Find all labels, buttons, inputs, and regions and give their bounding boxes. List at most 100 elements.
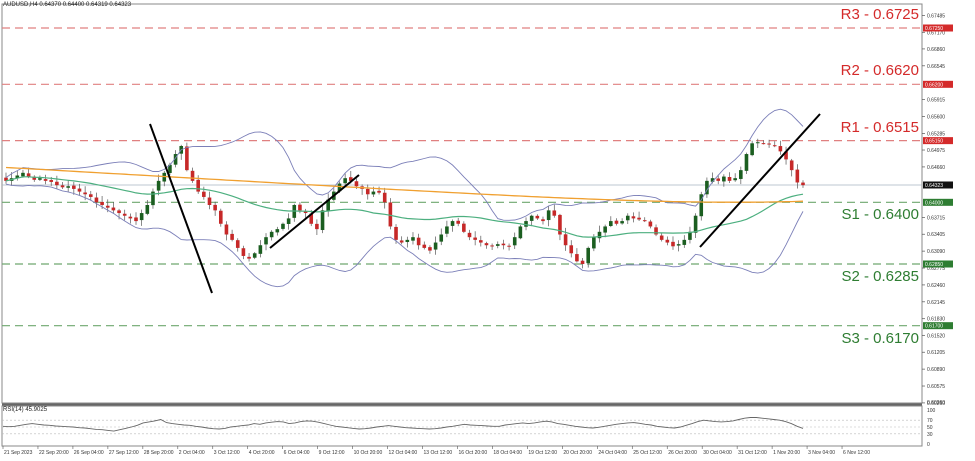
bear-candle (185, 146, 189, 171)
level-price-tag-s1 (923, 198, 953, 206)
level-label-s1: S1 - 0.6400 (841, 206, 919, 224)
bull-candle (518, 226, 523, 239)
time-axis-label: 24 Oct 04:00 (598, 450, 627, 456)
bear-candle (563, 234, 568, 246)
bull-candle (592, 237, 596, 249)
level-price-tag-text: 0.64000 (925, 200, 943, 206)
bear-candle (416, 237, 421, 246)
bear-candle (241, 248, 246, 256)
bear-candle (303, 211, 308, 214)
price-axis-label: 0.62460 (927, 283, 945, 289)
price-axis-label: 0.66545 (927, 64, 945, 70)
bull-candle (66, 186, 70, 188)
rsi-axis-label: 30 (927, 432, 933, 438)
price-axis-label: 0.64975 (927, 148, 945, 154)
bull-candle (38, 178, 42, 180)
time-axis-label: 16 Oct 20:00 (458, 450, 487, 456)
bull-candle (21, 172, 25, 177)
bear-candle (648, 221, 653, 227)
bear-candle (575, 254, 579, 262)
time-axis-label: 25 Oct 12:00 (633, 450, 662, 456)
bollinger-lower (5, 183, 804, 288)
time-axis-label: 6 Nov 12:00 (843, 450, 870, 456)
bear-candle (716, 178, 721, 181)
trendline-up[interactable] (269, 174, 360, 249)
bull-candle (495, 244, 500, 246)
bear-candle (349, 177, 353, 181)
bull-candle (512, 237, 517, 246)
bear-candle (727, 177, 732, 181)
bear-candle (642, 220, 647, 222)
level-price-tag-text: 0.65150 (925, 139, 943, 145)
bear-candle (795, 169, 800, 183)
bull-candle (688, 231, 692, 240)
bear-candle (207, 197, 212, 205)
bear-candle (490, 245, 494, 247)
price-axis-label: 0.60890 (927, 367, 945, 373)
bull-candle (620, 221, 624, 224)
symbol-ohlc-header: AUDUSD,H4 0.64370 0.64400 0.64319 0.6432… (3, 2, 132, 8)
rsi-indicator-label: RSI(14) 45.9025 (3, 407, 48, 413)
bear-candle (382, 192, 387, 203)
bear-candle (501, 243, 506, 246)
bull-candle (439, 234, 444, 242)
time-axis-label: 26 Sep 04:00 (74, 450, 104, 456)
time-axis-label: 1 Nov 20:00 (773, 450, 800, 456)
trendline-down[interactable] (149, 123, 213, 294)
bull-candle (609, 221, 613, 227)
bull-candle (411, 237, 415, 241)
bear-candle (473, 237, 477, 240)
level-price-tag-r2 (923, 80, 953, 88)
bear-candle (43, 179, 48, 181)
level-price-tag-text: 0.62850 (925, 262, 943, 268)
bear-candle (196, 179, 200, 192)
bear-candle (88, 194, 93, 197)
bear-candle (467, 232, 472, 238)
bear-candle (637, 217, 641, 220)
time-axis-label: 9 Oct 12:00 (319, 450, 345, 456)
bull-candle (722, 176, 726, 182)
rsi-axis-label: 100 (927, 408, 936, 414)
bull-candle (546, 210, 551, 221)
level-price-tag-r3 (923, 24, 953, 32)
time-axis-label: 3 Oct 12:00 (214, 450, 240, 456)
bull-candle (750, 143, 754, 156)
bollinger-upper (5, 108, 804, 221)
time-axis-label: 10 Oct 20:00 (354, 450, 383, 456)
time-axis-label: 30 Oct 04:00 (703, 450, 732, 456)
bear-candle (784, 151, 788, 160)
time-axis-label: 3 Nov 04:00 (808, 450, 835, 456)
bear-candle (671, 241, 675, 247)
price-axis-label: 0.67170 (927, 30, 945, 36)
price-axis-label: 0.64660 (927, 165, 945, 171)
trendline-up[interactable] (699, 113, 821, 248)
bear-candle (202, 191, 206, 197)
bear-candle (230, 233, 234, 240)
bull-candle (286, 218, 291, 224)
time-axis-label: 12 Oct 04:00 (389, 450, 418, 456)
bull-candle (755, 142, 760, 144)
bear-candle (479, 240, 483, 243)
level-price-tag-text: 0.67250 (925, 26, 943, 32)
rsi-line (2, 417, 804, 432)
bear-candle (789, 160, 794, 171)
bull-candle (705, 180, 709, 195)
price-axis-label: 0.65915 (927, 98, 945, 104)
level-label-r3: R3 - 0.6725 (840, 6, 919, 23)
price-axis-label: 0.62145 (927, 300, 945, 306)
bear-candle (117, 210, 121, 214)
bear-candle (365, 188, 370, 195)
time-axis-label: 19 Oct 12:00 (528, 450, 557, 456)
bear-candle (235, 240, 240, 248)
rsi-axis-label: 70 (927, 418, 933, 424)
bull-candle (151, 191, 155, 206)
bear-candle (761, 143, 766, 145)
bear-candle (377, 190, 381, 193)
bull-candle (139, 213, 144, 221)
level-price-tag-text: 0.61700 (925, 324, 943, 330)
level-label-r2: R2 - 0.6620 (840, 62, 919, 80)
bear-candle (4, 177, 8, 181)
level-label-r1: R1 - 0.6515 (840, 118, 919, 136)
